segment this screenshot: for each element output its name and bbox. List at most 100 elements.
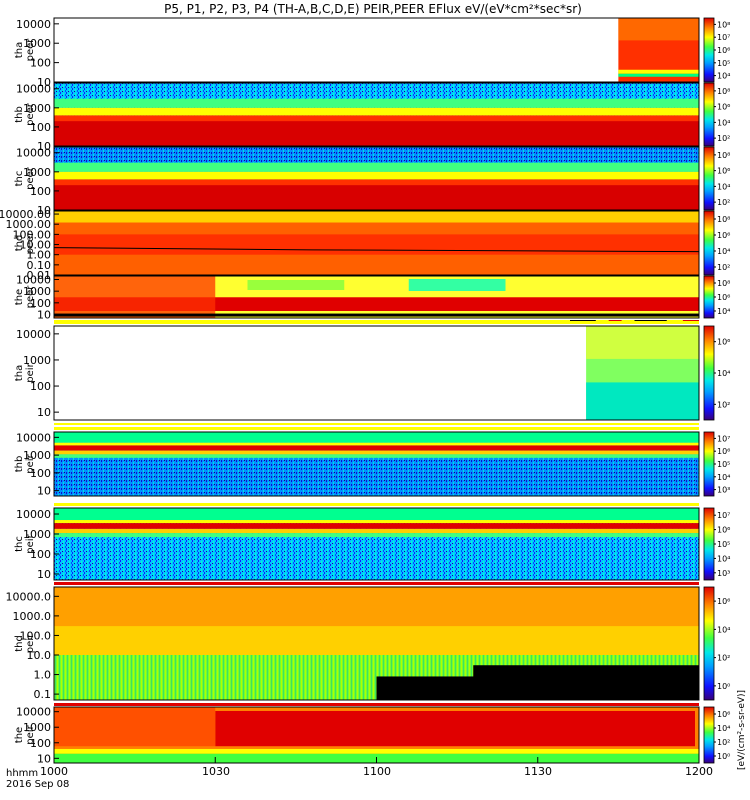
colorbar-tick-label: 10⁶ bbox=[717, 597, 730, 606]
y-axis-species-label: peir bbox=[25, 362, 36, 382]
panel-thb-peir: 10000 1000 100 10 thb peir 10³ 10⁴ 10⁵ 10⁶ 10⁷ bbox=[14, 427, 730, 498]
y-tick-label: 100 bbox=[30, 121, 51, 134]
colorbar-tick-label: 10⁴ bbox=[717, 369, 730, 378]
colorbar-tick-label: 10⁴ bbox=[717, 72, 730, 81]
panel-thd-peir: 10000.0 1000.0 100.0 10.0 1.0 0.1 thd peir 10⁰ 10… bbox=[6, 586, 730, 706]
colorbar bbox=[703, 146, 715, 211]
plot-area bbox=[54, 18, 699, 82]
colorbar-tick-label: 10² bbox=[717, 263, 730, 272]
colorbar-tick-label: 10⁸ bbox=[717, 87, 730, 96]
y-tick-label: 1000.0 bbox=[13, 610, 52, 623]
y-tick-label: 1000 bbox=[23, 354, 51, 367]
x-axis: 1000 1030 1100 1130 1200 hhmm 2016 Sep 0… bbox=[6, 757, 713, 790]
y-tick-label: 10 bbox=[37, 406, 51, 419]
colorbar bbox=[703, 82, 715, 147]
status-bar bbox=[54, 427, 699, 430]
figure-title: P5, P1, P2, P3, P4 (TH-A,B,C,D,E) PEIR,P… bbox=[164, 2, 582, 16]
y-axis-probe-label: tha bbox=[14, 42, 25, 58]
y-tick-label: 1000 bbox=[23, 528, 51, 541]
status-bar bbox=[54, 503, 699, 506]
y-tick-label: 1.00 bbox=[27, 249, 52, 262]
y-tick-label: 100 bbox=[30, 737, 51, 750]
panel-thb-peer: 10000 1000 100 10 thb peer 10² 10⁴ 10⁶ 10⁸ bbox=[14, 82, 730, 153]
y-tick-label: 10 bbox=[37, 485, 51, 498]
colorbar-tick-label: 10⁸ bbox=[717, 279, 730, 288]
y-axis-species-label: peir bbox=[25, 724, 36, 744]
colorbar bbox=[703, 325, 715, 421]
colorbar-tick-label: 10⁶ bbox=[717, 526, 730, 535]
y-axis-species-label: peer bbox=[25, 166, 36, 190]
panel-tha-peer: 10000 1000 100 10 tha peer 10⁴ 10⁵ 10⁶ 10⁷ 10⁸ bbox=[14, 17, 730, 89]
x-tick-label-1: 1030 bbox=[202, 765, 230, 778]
y-axis-species-label: peir bbox=[25, 453, 36, 473]
y-tick-label: 100 bbox=[30, 548, 51, 561]
y-tick-label: 10 bbox=[37, 204, 51, 217]
panel-the-peir: 10000 1000 100 10 the peir 10⁰ 10² 10⁴ 10⁶ bbox=[14, 706, 730, 766]
y-tick-label: 1000 bbox=[23, 449, 51, 462]
panel-thc-peir: 10000 1000 100 10 thc peir 10³ 10⁴ 10⁵ 10⁶ 10⁷ bbox=[14, 503, 730, 585]
y-tick-label: 10 bbox=[37, 140, 51, 153]
colorbar bbox=[703, 706, 715, 764]
y-axis-species-label: peer bbox=[25, 102, 36, 126]
y-tick-label: 100 bbox=[30, 380, 51, 393]
y-tick-label: 1000 bbox=[23, 37, 51, 50]
y-tick-label: 100.0 bbox=[20, 629, 52, 642]
y-tick-label: 10000 bbox=[16, 18, 51, 31]
y-tick-label: 10 bbox=[37, 752, 51, 765]
spectrogram-data-thd-peer bbox=[53, 211, 700, 275]
plot-frame bbox=[53, 210, 700, 276]
colorbar-tick-label: 10³ bbox=[717, 486, 730, 495]
spectrogram-data-thd-peir bbox=[54, 587, 699, 700]
spectrogram-data-the-peer bbox=[54, 276, 699, 318]
y-tick-label: 1000 bbox=[23, 285, 51, 298]
colorbar-tick-label: 10⁶ bbox=[717, 167, 730, 176]
y-tick-label: 10000 bbox=[16, 328, 51, 341]
colorbar-tick-label: 10⁴ bbox=[717, 473, 730, 482]
y-axis-species-label: peer bbox=[25, 285, 36, 309]
x-format-label: hhmm bbox=[6, 768, 38, 779]
colorbar-tick-label: 10⁵ bbox=[717, 59, 730, 68]
colorbar-tick-label: 10² bbox=[717, 400, 730, 409]
colorbar-tick-label: 10² bbox=[717, 198, 730, 207]
y-axis-probe-label: tha bbox=[14, 365, 25, 381]
y-tick-label: 10000 bbox=[16, 83, 51, 96]
y-axis-probe-label: thc bbox=[14, 536, 25, 552]
y-axis-species-label: peer bbox=[25, 231, 36, 255]
spectrogram-data-tha-peer bbox=[618, 18, 699, 82]
y-tick-label: 10000.00 bbox=[0, 208, 51, 221]
spectrogram-data-thb-peir bbox=[54, 432, 699, 496]
y-tick-label: 100.00 bbox=[13, 228, 52, 241]
colorbar-tick-label: 10⁶ bbox=[717, 103, 730, 112]
colorbar-tick-label: 10⁵ bbox=[717, 460, 730, 469]
y-tick-label: 1.0 bbox=[34, 669, 52, 682]
date-label: 2016 Sep 08 bbox=[6, 779, 69, 790]
x-tick-label-2: 1100 bbox=[363, 765, 391, 778]
colorbar bbox=[703, 507, 715, 581]
colorbar-tick-label: 10⁶ bbox=[717, 46, 730, 55]
colorbar-tick-label: 10⁸ bbox=[717, 215, 730, 224]
x-tick-label-4: 1200 bbox=[685, 765, 713, 778]
y-axis-probe-label: thd bbox=[14, 235, 25, 252]
plot-frame bbox=[53, 507, 700, 581]
plot-frame bbox=[53, 146, 700, 211]
colorbar bbox=[703, 210, 715, 276]
y-tick-label: 10.0 bbox=[27, 649, 52, 662]
colorbar-tick-label: 10⁵ bbox=[717, 540, 730, 549]
y-tick-label: 10 bbox=[37, 308, 51, 321]
y-tick-label: 10 bbox=[37, 568, 51, 581]
y-tick-label: 0.01 bbox=[27, 269, 52, 282]
y-tick-label: 10000 bbox=[16, 431, 51, 444]
spectrogram-data-tha-peir bbox=[586, 326, 699, 420]
colorbar-tick-label: 10⁴ bbox=[717, 724, 730, 733]
status-bar bbox=[54, 423, 699, 425]
colorbar-tick-label: 10⁷ bbox=[717, 434, 730, 443]
y-tick-label: 1000.00 bbox=[6, 218, 52, 231]
colorbar bbox=[703, 586, 715, 701]
colorbar-tick-label: 10⁷ bbox=[717, 511, 730, 520]
y-tick-label: 10000 bbox=[16, 706, 51, 719]
y-tick-label: 0.1 bbox=[34, 688, 52, 701]
panel-thc-peer: 10000 1000 100 10 thc peer 10² 10⁴ 10⁶ 10⁸ bbox=[14, 146, 730, 217]
